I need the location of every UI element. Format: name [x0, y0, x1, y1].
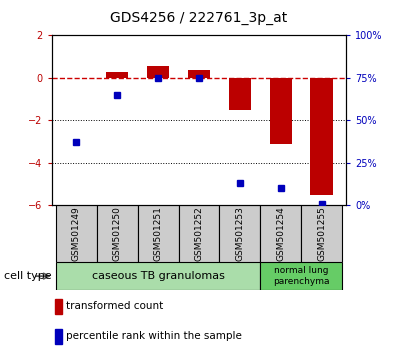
- Text: GSM501252: GSM501252: [195, 206, 203, 261]
- Bar: [147, 66, 169, 78]
- Text: GDS4256 / 222761_3p_at: GDS4256 / 222761_3p_at: [110, 11, 288, 25]
- Bar: [106, 72, 129, 78]
- Bar: [269, 78, 292, 144]
- Text: cell type: cell type: [4, 271, 52, 281]
- Text: GSM501255: GSM501255: [317, 206, 326, 261]
- Bar: [260, 205, 301, 262]
- Bar: [301, 205, 342, 262]
- Text: transformed count: transformed count: [66, 301, 164, 311]
- Text: GSM501249: GSM501249: [72, 206, 81, 261]
- Bar: [56, 262, 260, 290]
- Bar: [179, 205, 219, 262]
- Text: caseous TB granulomas: caseous TB granulomas: [92, 271, 224, 281]
- Text: GSM501253: GSM501253: [235, 206, 244, 261]
- Bar: [97, 205, 138, 262]
- Text: normal lung
parenchyma: normal lung parenchyma: [273, 266, 330, 286]
- Text: GSM501250: GSM501250: [113, 206, 122, 261]
- Bar: [55, 298, 62, 314]
- Bar: [229, 78, 251, 110]
- Bar: [55, 329, 62, 344]
- Bar: [188, 70, 210, 78]
- Text: GSM501254: GSM501254: [276, 206, 285, 261]
- Bar: [56, 205, 97, 262]
- Bar: [219, 205, 260, 262]
- Text: percentile rank within the sample: percentile rank within the sample: [66, 331, 242, 341]
- Bar: [138, 205, 179, 262]
- Bar: [310, 78, 333, 195]
- Bar: [260, 262, 342, 290]
- Text: GSM501251: GSM501251: [154, 206, 163, 261]
